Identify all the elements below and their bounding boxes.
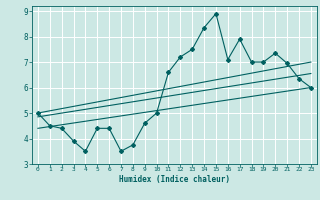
X-axis label: Humidex (Indice chaleur): Humidex (Indice chaleur): [119, 175, 230, 184]
